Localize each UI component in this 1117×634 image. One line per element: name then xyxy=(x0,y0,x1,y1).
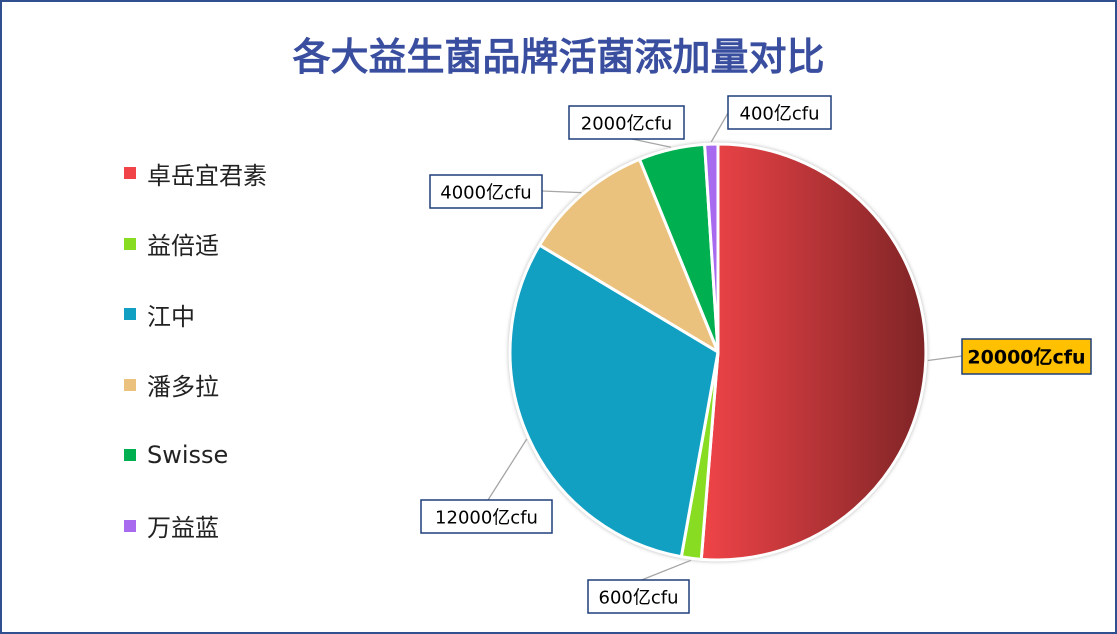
legend-swatch xyxy=(124,167,136,180)
data-label-box xyxy=(429,174,543,209)
data-label: 400亿cfu xyxy=(727,95,832,130)
data-label-box xyxy=(961,338,1092,375)
data-label-text: 600亿cfu xyxy=(599,588,679,609)
legend-label: 潘多拉 xyxy=(147,373,219,402)
legend-label: 江中 xyxy=(147,302,195,331)
data-labels: 20000亿cfu 600亿cfu 12000亿cfu 4000亿cfu 2000亿cf… xyxy=(420,95,1092,614)
leader-line xyxy=(487,438,528,501)
data-label-box xyxy=(420,499,553,534)
legend-label: Swisse xyxy=(147,441,229,470)
legend-swatch xyxy=(124,378,136,391)
data-label-text: 4000亿cfu xyxy=(440,183,531,204)
data-label: 12000亿cfu xyxy=(420,499,553,534)
legend: 卓岳宜君素 益倍适 江中 潘多拉 Swisse 万益蓝 xyxy=(124,138,267,561)
leader-line xyxy=(631,138,672,148)
leader-line xyxy=(710,112,729,143)
data-label-text: 20000亿cfu xyxy=(967,346,1085,369)
pie-slice xyxy=(703,142,720,354)
chart-title: 各大益生菌品牌活菌添加量对比 xyxy=(292,35,825,79)
pie-slice xyxy=(699,142,928,562)
data-label: 2000亿cfu xyxy=(568,105,685,140)
data-label: 600亿cfu xyxy=(587,579,690,614)
legend-item: 万益蓝 xyxy=(124,491,267,562)
data-label: 4000亿cfu xyxy=(429,174,543,209)
legend-swatch xyxy=(124,519,136,532)
legend-item: 潘多拉 xyxy=(124,350,267,421)
legend-swatch xyxy=(124,237,136,250)
legend-item: 益倍适 xyxy=(124,209,267,280)
data-label: 20000亿cfu xyxy=(961,338,1092,375)
data-label-box xyxy=(587,579,690,614)
pie-slice xyxy=(508,243,720,559)
data-label-text: 12000亿cfu xyxy=(435,508,538,529)
legend-item: 江中 xyxy=(124,279,267,350)
pie-slice xyxy=(538,157,720,354)
pie-slices xyxy=(508,142,928,562)
legend-item: 卓岳宜君素 xyxy=(124,138,267,209)
legend-swatch xyxy=(124,449,136,462)
legend-swatch xyxy=(124,308,136,321)
data-label-text: 400亿cfu xyxy=(740,104,820,125)
legend-item: Swisse xyxy=(124,420,267,491)
leader-line xyxy=(927,355,963,362)
legend-label: 万益蓝 xyxy=(147,514,219,543)
leader-line xyxy=(638,559,692,582)
leader-lines xyxy=(487,112,963,582)
legend-label: 益倍适 xyxy=(147,232,219,261)
data-label-box xyxy=(727,95,832,130)
data-label-text: 2000亿cfu xyxy=(581,114,672,135)
legend-label: 卓岳宜君素 xyxy=(147,161,267,190)
data-label-box xyxy=(568,105,685,140)
leader-line xyxy=(541,190,582,194)
